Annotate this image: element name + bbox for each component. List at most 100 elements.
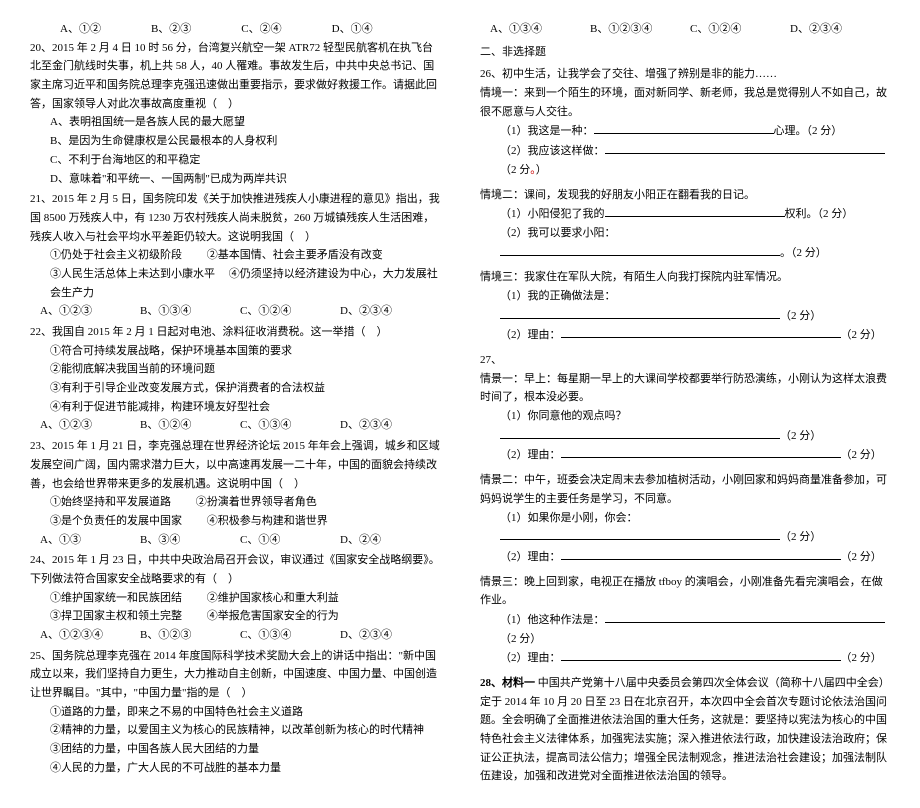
opt-b: B、①③④ bbox=[140, 302, 240, 321]
q27-c3: 情景三：晚上回到家，电视正在播放 tfboy 的演唱会，小刚准备先看完演唱会，在… bbox=[480, 573, 890, 610]
q27-c3q2-pre: （2）理由： bbox=[500, 652, 561, 664]
q28: 28、材料一 中国共产党第十八届中央委员会第四次全体会议（简称十八届四中全会）定… bbox=[480, 674, 890, 786]
opt-a: A、①③④ bbox=[490, 20, 590, 39]
q26-stem: 26、初中生活，让我学会了交往、增强了辨别是非的能力…… bbox=[480, 65, 890, 84]
opt-b: B、①②③④ bbox=[590, 20, 690, 39]
q23-stem: 23、2015 年 1 月 21 日，李克强总理在世界经济论坛 2015 年年会… bbox=[30, 437, 440, 493]
opt-d: D、②③④ bbox=[340, 626, 440, 645]
opt-c: C、①④ bbox=[240, 531, 340, 550]
blank bbox=[561, 445, 841, 458]
q23-options: A、①③ B、③④ C、①④ D、②④ bbox=[30, 531, 440, 550]
q23-s1: ①始终坚持和平发展道路 bbox=[50, 496, 171, 508]
q26-c1q2-pts: （2 分 bbox=[500, 164, 530, 176]
q27-c2q2-pre: （2）理由： bbox=[500, 551, 561, 563]
opt-c: C、①②④ bbox=[240, 302, 340, 321]
q22-s2: ②能彻底解决我国当前的环境问题 bbox=[30, 360, 440, 379]
q25-stem: 25、国务院总理李克强在 2014 年度国际科学技术奖励大会上的讲话中指出："新… bbox=[30, 647, 440, 703]
q22: 22、我国自 2015 年 2 月 1 日起对电池、涂料征收消费税。这一举措（ … bbox=[30, 323, 440, 435]
q22-s3: ③有利于引导企业改变发展方式，保护消费者的合法权益 bbox=[30, 379, 440, 398]
q27-c1q2-pre: （2）理由： bbox=[500, 449, 561, 461]
q27-c2q1-suf: （2 分） bbox=[780, 531, 821, 543]
q23-s3: ③是个负责任的发展中国家 bbox=[50, 515, 182, 527]
q26-c3q2-pre: （2）理由： bbox=[500, 329, 561, 341]
q26-c3: 情境三：我家住在军队大院，有陌生人向我打探院内驻军情况。 bbox=[480, 268, 890, 287]
opt-d: D、②③④ bbox=[340, 302, 440, 321]
opt-c: C、①③④ bbox=[240, 626, 340, 645]
q20-a: A、表明祖国统一是各族人民的最大愿望 bbox=[30, 113, 440, 132]
opt-d: D、①④ bbox=[332, 20, 373, 39]
opt-c: C、①②④ bbox=[690, 20, 790, 39]
q23-s2: ②扮演着世界领导者角色 bbox=[196, 496, 317, 508]
q26-c2q2-pre: （2）我可以要求小阳： bbox=[500, 227, 616, 239]
q22-stem: 22、我国自 2015 年 2 月 1 日起对电池、涂料征收消费税。这一举措（ … bbox=[30, 323, 440, 342]
opt-a: A、①③ bbox=[40, 531, 140, 550]
q22-options: A、①②③ B、①②④ C、①③④ D、②③④ bbox=[30, 416, 440, 435]
q23: 23、2015 年 1 月 21 日，李克强总理在世界经济论坛 2015 年年会… bbox=[30, 437, 440, 549]
q26-c1: 情境一：来到一个陌生的环境，面对新同学、新老师，我总是觉得别人不如自己，故很不愿… bbox=[480, 84, 890, 121]
q20-b: B、是因为生命健康权是公民最根本的人身权利 bbox=[30, 132, 440, 151]
q21-s2: ②基本国情、社会主要矛盾没有改变 bbox=[207, 249, 383, 261]
q21-s1: ①仍处于社会主义初级阶段 bbox=[50, 249, 182, 261]
q28-label: 28、材料一 bbox=[480, 677, 535, 689]
q21: 21、2015 年 2 月 5 日，国务院印发《关于加快推进残疾人小康进程的意见… bbox=[30, 190, 440, 321]
q24-s3: ③捍卫国家主权和领土完整 bbox=[50, 610, 182, 622]
q25-s4: ④人民的力量，广大人民的不可战胜的基本力量 bbox=[30, 759, 440, 778]
q24-s4: ④举报危害国家安全的行为 bbox=[207, 610, 339, 622]
section-2-title: 二、非选择题 bbox=[480, 43, 890, 62]
q27-c1q1-suf: （2 分） bbox=[780, 430, 821, 442]
blank bbox=[500, 306, 780, 319]
q27-c2: 情景二：中午，班委会决定周末去参加植树活动，小刚回家和妈妈商量准备参加，可妈妈说… bbox=[480, 471, 890, 508]
opt-a: A、①②③ bbox=[40, 302, 140, 321]
q27-c3q1-pre: （1）他这种作法是： bbox=[500, 614, 605, 626]
q20-d: D、意味着"和平统一、一国两制"已成为两岸共识 bbox=[30, 170, 440, 189]
q26-c3q1-pre: （1）我的正确做法是： bbox=[500, 290, 616, 302]
opt-a: A、①② bbox=[60, 20, 101, 39]
q20: 20、2015 年 2 月 4 日 10 时 56 分，台湾复兴航空一架 ATR… bbox=[30, 39, 440, 189]
right-column: A、①③④ B、①②③④ C、①②④ D、②③④ 二、非选择题 26、初中生活，… bbox=[480, 20, 890, 788]
opt-b: B、①②③ bbox=[140, 626, 240, 645]
blank bbox=[561, 648, 841, 661]
q25-s2: ②精神的力量，以爱国主义为核心的民族精神，以改革创新为核心的时代精神 bbox=[30, 721, 440, 740]
q26: 26、初中生活，让我学会了交往、增强了辨别是非的能力…… 情境一：来到一个陌生的… bbox=[480, 65, 890, 345]
blank bbox=[561, 547, 841, 560]
q21-options: A、①②③ B、①③④ C、①②④ D、②③④ bbox=[30, 302, 440, 321]
q22-s1: ①符合可持续发展战略，保护环境基本国策的要求 bbox=[30, 342, 440, 361]
q25-s3: ③团结的力量，中国各族人民大团结的力量 bbox=[30, 740, 440, 759]
q26-c2q1-pre: （1）小阳侵犯了我的 bbox=[500, 208, 605, 220]
q26-c1q1-pre: （1）我这是一种： bbox=[500, 125, 594, 137]
q23-s4: ④积极参与构建和谐世界 bbox=[207, 515, 328, 527]
q27-num: 27、 bbox=[480, 351, 890, 370]
opt-d: D、②③④ bbox=[790, 20, 890, 39]
opt-b: B、③④ bbox=[140, 531, 240, 550]
q27-c3q2-suf: （2 分） bbox=[841, 652, 882, 664]
q26-c1q2-pre: （2）我应该这样做： bbox=[500, 145, 605, 157]
opt-a: A、①②③ bbox=[40, 416, 140, 435]
opt-b: B、②③ bbox=[151, 20, 191, 39]
opt-d: D、②④ bbox=[340, 531, 440, 550]
q26-c2: 情境二：课间，发现我的好朋友小阳正在翻看我的日记。 bbox=[480, 186, 890, 205]
q21-stem: 21、2015 年 2 月 5 日，国务院印发《关于加快推进残疾人小康进程的意见… bbox=[30, 190, 440, 246]
q20-stem: 20、2015 年 2 月 4 日 10 时 56 分，台湾复兴航空一架 ATR… bbox=[30, 39, 440, 114]
q26-c2q2-suf: 。（2 分） bbox=[780, 247, 827, 259]
blank bbox=[500, 527, 780, 540]
opt-b: B、①②④ bbox=[140, 416, 240, 435]
q27-c2q1-pre: （1）如果你是小刚，你会： bbox=[500, 512, 638, 524]
q19-options: A、①② B、②③ C、②④ D、①④ bbox=[30, 20, 440, 39]
q28-body: 中国共产党第十八届中央委员会第四次全体会议（简称十八届四中全会）定于 2014 … bbox=[480, 677, 890, 782]
opt-c: C、①③④ bbox=[240, 416, 340, 435]
blank bbox=[561, 325, 841, 338]
q24-s1: ①维护国家统一和民族团结 bbox=[50, 592, 182, 604]
q24-options: A、①②③④ B、①②③ C、①③④ D、②③④ bbox=[30, 626, 440, 645]
q25-s1: ①道路的力量，即来之不易的中国特色社会主义道路 bbox=[30, 703, 440, 722]
blank bbox=[605, 141, 885, 154]
blank bbox=[500, 243, 780, 256]
opt-c: C、②④ bbox=[241, 20, 281, 39]
q27-c1q1-pre: （1）你同意他的观点吗？ bbox=[500, 410, 627, 422]
blank bbox=[605, 610, 885, 623]
blank bbox=[605, 204, 785, 217]
q26-c2q1-suf: 权利。（2 分） bbox=[785, 208, 854, 220]
blank bbox=[594, 121, 774, 134]
q25: 25、国务院总理李克强在 2014 年度国际科学技术奖励大会上的讲话中指出："新… bbox=[30, 647, 440, 778]
blank bbox=[500, 426, 780, 439]
q24: 24、2015 年 1 月 23 日，中共中央政治局召开会议，审议通过《国家安全… bbox=[30, 551, 440, 644]
